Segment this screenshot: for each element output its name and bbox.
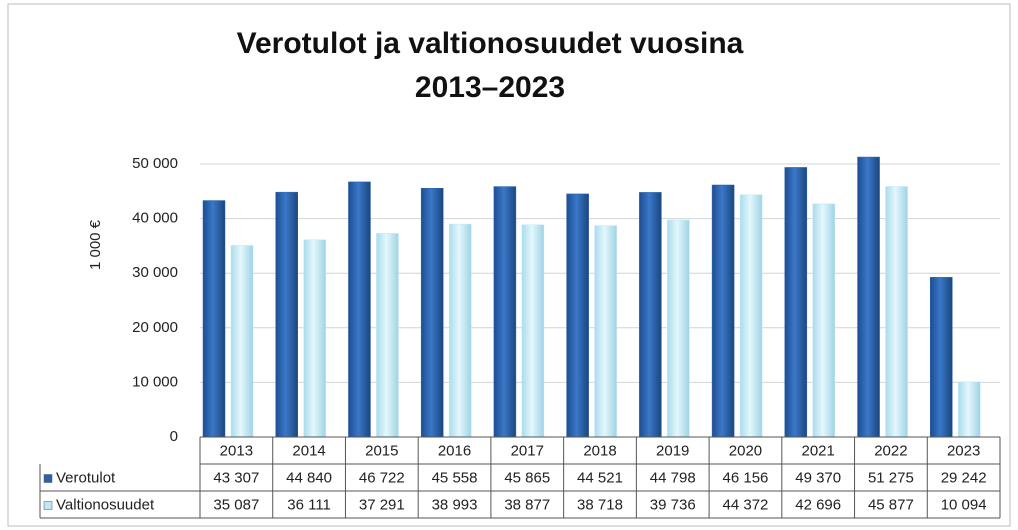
y-tick-label: 50 000 [132,155,178,172]
table-value: 51 275 [868,469,914,486]
table-value: 49 370 [795,469,841,486]
x-tick-label: 2021 [801,442,834,459]
table-value: 44 521 [577,469,623,486]
bar [667,219,690,438]
bar [202,200,226,438]
table-value: 46 156 [723,469,769,486]
table-value: 45 865 [504,469,550,486]
chart-title: Verotulot ja valtionosuudet vuosina 2013… [236,27,744,104]
table-value: 39 736 [650,496,696,513]
table-value: 45 558 [432,469,478,486]
x-tick-label: 2015 [365,442,398,459]
bar [376,233,399,438]
y-axis-label: 1 000 € [87,219,104,270]
legend-swatch [43,474,53,483]
x-tick-label: 2023 [947,442,980,459]
bar [784,167,808,438]
y-tick-label: 0 [170,428,178,445]
x-tick-label: 2022 [874,442,907,459]
table-value: 45 877 [868,496,914,513]
bar [448,223,472,438]
bar [493,186,517,438]
bar [711,184,735,438]
bar [420,188,444,438]
bar [639,192,662,438]
table-value: 38 993 [432,496,478,513]
table-value: 38 718 [577,496,623,513]
y-tick-label: 30 000 [132,264,178,281]
bar [958,381,981,438]
x-tick-label: 2020 [729,442,762,459]
table-value: 35 087 [213,496,259,513]
x-tick-label: 2013 [220,442,253,459]
legend-swatch [43,501,53,510]
x-tick-label: 2018 [583,442,616,459]
table-value: 44 840 [286,469,332,486]
y-tick-label: 20 000 [132,319,178,336]
bar [521,224,545,438]
bar [885,186,908,438]
y-tick-label: 10 000 [132,373,178,390]
legend-label: Verotulot [56,469,116,486]
bar [739,194,763,438]
bar [812,203,836,438]
bar [930,277,953,438]
x-tick-label: 2019 [656,442,689,459]
table-value: 37 291 [359,496,405,513]
bar [230,245,254,438]
table-value: 46 722 [359,469,405,486]
y-tick-label: 40 000 [132,210,178,227]
legend-label: Valtionosuudet [56,496,155,513]
table-value: 43 307 [213,469,259,486]
table-value: 42 696 [795,496,841,513]
table-value: 36 111 [287,496,331,513]
bar [348,181,371,438]
table-value: 10 094 [941,496,987,513]
x-tick-label: 2016 [438,442,471,459]
x-tick-label: 2014 [292,442,325,459]
bar [303,239,326,438]
bar [566,193,589,438]
table-value: 44 798 [650,469,696,486]
bar [275,191,298,438]
bar [857,156,880,438]
x-tick-label: 2017 [511,442,544,459]
bar [594,225,617,438]
table-value: 38 877 [504,496,550,513]
table-value: 44 372 [723,496,769,513]
table-value: 29 242 [941,469,987,486]
